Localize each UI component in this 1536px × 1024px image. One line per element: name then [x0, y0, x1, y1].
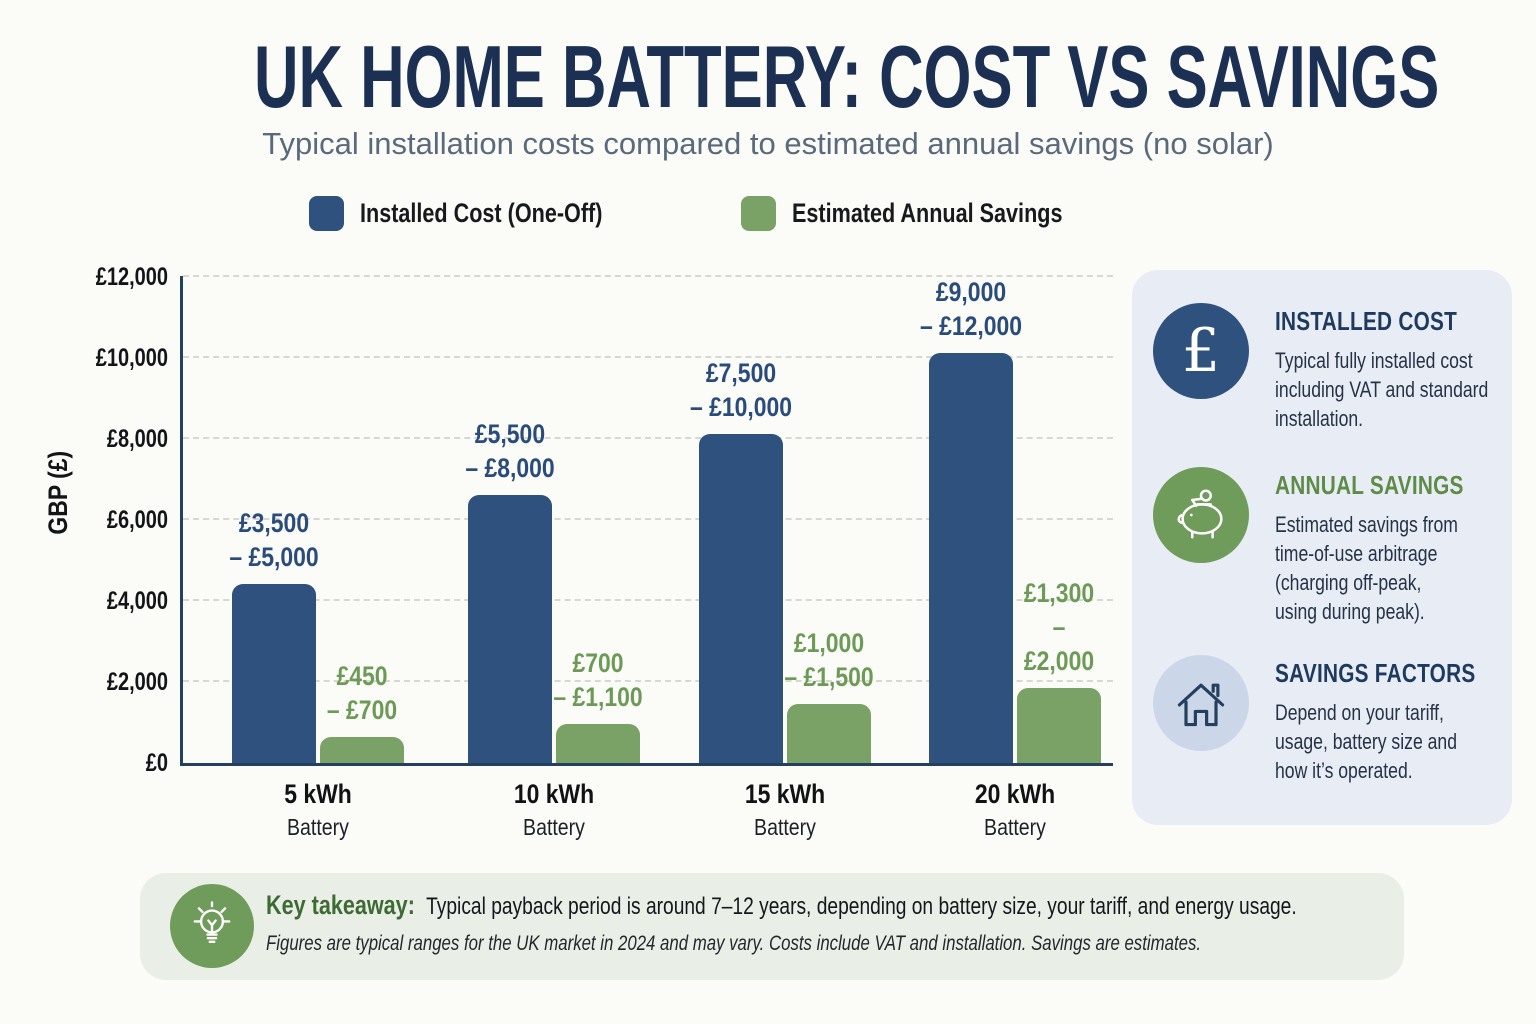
x-category-label: 5 kWh Battery [284, 779, 352, 841]
y-tick-label: £0 [145, 749, 168, 777]
bar-annual-savings [320, 737, 404, 763]
bar-annual-savings [1017, 688, 1101, 763]
sidebar-item-annual-savings: ANNUAL SAVINGS Estimated savings from ti… [1153, 467, 1536, 626]
sidebar-item-installed-cost: £ INSTALLED COST Typical fully installed… [1153, 303, 1536, 433]
legend-label-annual-savings: Estimated Annual Savings [792, 198, 1063, 228]
bar-range-label: £1,000 – £1,500 [784, 628, 874, 692]
gridline [183, 599, 1113, 601]
y-tick-label: £6,000 [106, 506, 168, 534]
category-size-label: 10 kWh [513, 779, 595, 809]
bar-range-label: £7,500 – £10,000 [689, 358, 793, 422]
category-subline-label: Battery [984, 814, 1046, 840]
legend-swatch-annual-savings [741, 196, 777, 231]
sidebar-item-body: Estimated savings from time-of-use arbit… [1275, 512, 1458, 624]
piggy-bank-icon [1153, 467, 1249, 563]
x-category-label: 20 kWh Battery [975, 779, 1055, 841]
key-takeaway-body: Typical payback period is around 7–12 ye… [426, 893, 1297, 920]
bar-range-label: £1,300 – £2,000 [1023, 578, 1095, 676]
gridline [183, 437, 1113, 439]
category-subline-label: Battery [287, 814, 349, 840]
bar-range-label: £5,500 – £8,000 [465, 419, 555, 483]
bar-annual-savings [556, 724, 640, 763]
sidebar-item-text: INSTALLED COST Typical fully installed c… [1275, 303, 1515, 433]
y-tick-label: £8,000 [106, 425, 168, 453]
lightbulb-icon [170, 884, 254, 968]
y-tick-label: £4,000 [106, 587, 168, 615]
x-category-label: 15 kWh Battery [745, 779, 825, 841]
house-icon [1153, 655, 1249, 751]
legend-label-installed-cost: Installed Cost (One-Off) [360, 198, 603, 228]
y-tick-label: £10,000 [95, 344, 168, 372]
bar-annual-savings [787, 704, 871, 763]
pound-sign-icon: £ [1153, 303, 1249, 399]
bar-range-label: £450 – £700 [326, 661, 398, 725]
sidebar-item-body: Typical fully installed cost including V… [1275, 348, 1489, 431]
x-category-label: 10 kWh Battery [514, 779, 594, 841]
sidebar-item-body: Depend on your tariff, usage, battery si… [1275, 700, 1457, 783]
plot-area: £0 £2,000 £4,000 £6,000 £8,000 £10,000 £12,000… [96, 263, 1113, 840]
banner-text: Key takeaway: Typical payback period is a… [266, 890, 1536, 956]
page-title: UK HOME BATTERY: COST VS SAVINGS [0, 26, 1536, 128]
bar-range-label: £3,500 – £5,000 [229, 508, 319, 572]
sidebar-item-title: ANNUAL SAVINGS [1275, 470, 1464, 500]
category-subline-label: Battery [754, 814, 816, 840]
gridline [183, 275, 1113, 277]
page-subtitle: Typical installation costs compared to e… [262, 126, 1274, 161]
pound-glyph: £ [1181, 316, 1221, 386]
y-tick-label: £2,000 [106, 668, 168, 696]
key-takeaway-banner: Key takeaway: Typical payback period is a… [140, 873, 1404, 980]
bar-range-label: £700 – £1,100 [553, 648, 643, 712]
sidebar-item-text: SAVINGS FACTORS Depend on your tariff, u… [1275, 655, 1515, 785]
sidebar-item-text: ANNUAL SAVINGS Estimated savings from ti… [1275, 467, 1515, 626]
key-takeaway-line: Key takeaway: Typical payback period is a… [266, 890, 1386, 921]
category-subline-label: Battery [523, 814, 585, 840]
chart-legend: Installed Cost (One-Off) Estimated Annua… [0, 196, 1440, 231]
gridline [183, 518, 1113, 520]
legend-item-annual-savings: Estimated Annual Savings [741, 196, 1130, 231]
y-tick-label: £12,000 [95, 263, 168, 291]
sidebar-item-title: INSTALLED COST [1275, 306, 1458, 336]
bar-installed-cost [468, 495, 552, 763]
page-title-text: UK HOME BATTERY: COST VS SAVINGS [253, 27, 1440, 126]
key-takeaway-label: Key takeaway: [266, 890, 415, 920]
sidebar-item-savings-factors: SAVINGS FACTORS Depend on your tariff, u… [1153, 655, 1536, 785]
bar-installed-cost [232, 584, 316, 763]
bar-installed-cost [699, 434, 783, 763]
gridline [183, 356, 1113, 358]
category-size-label: 15 kWh [744, 779, 826, 809]
legend-swatch-installed-cost [309, 196, 345, 231]
category-size-label: 5 kWh [284, 779, 352, 809]
sidebar-item-title: SAVINGS FACTORS [1275, 658, 1476, 688]
info-sidebar: £ INSTALLED COST Typical fully installed… [1132, 270, 1512, 825]
bar-range-label: £9,000 – £12,000 [919, 277, 1023, 341]
category-size-label: 20 kWh [974, 779, 1056, 809]
legend-item-installed-cost: Installed Cost (One-Off) [309, 196, 663, 231]
bar-installed-cost [929, 353, 1013, 763]
footnote: Figures are typical ranges for the UK ma… [266, 932, 1202, 955]
gridline [183, 680, 1113, 682]
